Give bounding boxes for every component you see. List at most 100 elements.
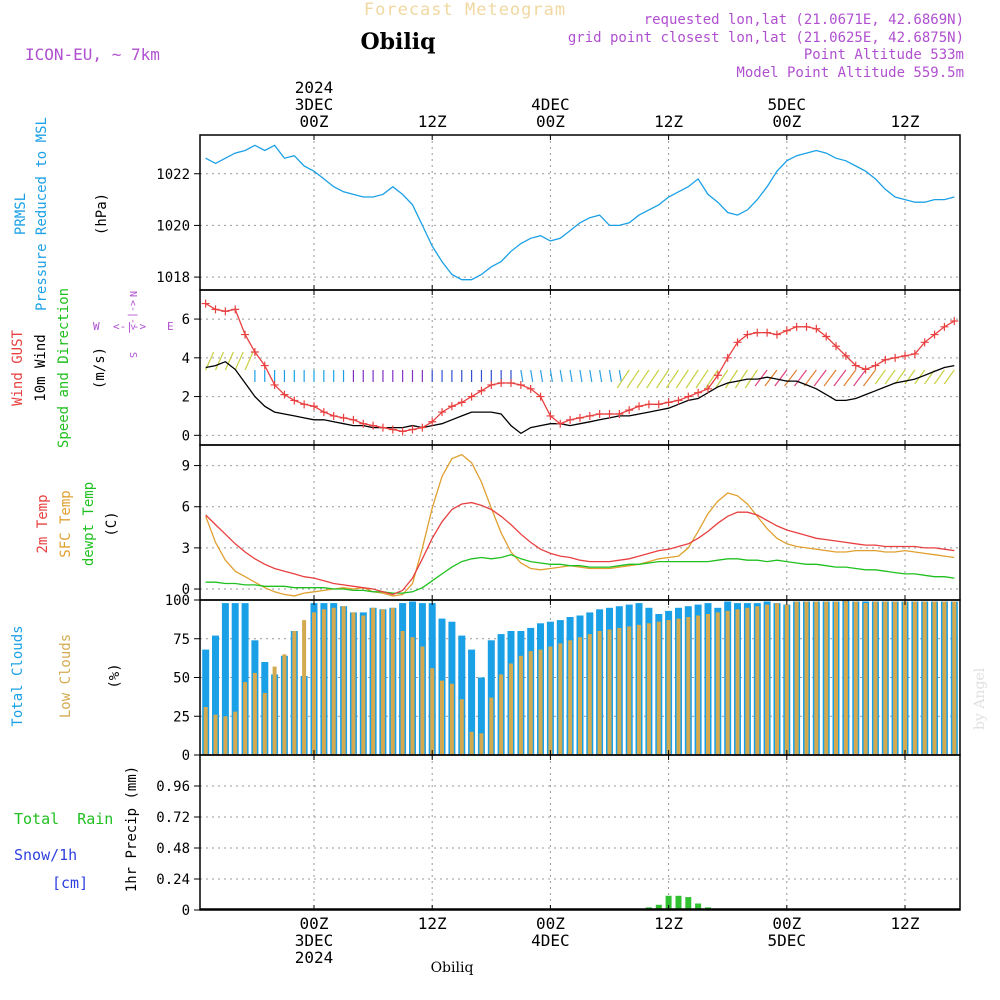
- rain-bar: [665, 895, 672, 910]
- low-clouds-bar: [331, 607, 336, 756]
- low-clouds-bar: [834, 601, 838, 755]
- dewpt-label: dewpt Temp: [81, 482, 97, 566]
- low-clouds-bar: [666, 620, 671, 755]
- total-clouds-bar: [241, 603, 249, 755]
- low-clouds-bar: [883, 601, 888, 755]
- low-clouds-bar: [765, 604, 770, 755]
- wind-arrow: [784, 369, 798, 387]
- wind-direction-arrows: [205, 351, 955, 389]
- low-clouds-bar: [459, 699, 464, 755]
- temp2m-line: [205, 501, 955, 596]
- pressure-msl-label: Pressure Reduced to MSL: [34, 117, 50, 311]
- wind-speed-dir-label: Speed and Direction: [56, 288, 72, 448]
- wind-arrow: [618, 369, 622, 383]
- time-label: 4DEC: [531, 95, 570, 114]
- total-clouds-bar: [231, 603, 239, 755]
- rain-bar: [685, 897, 692, 910]
- time-label: 5DEC: [768, 95, 807, 114]
- gust-marker: [349, 415, 358, 424]
- y-tick-label: 0.24: [156, 872, 190, 888]
- total-clouds-bar: [468, 649, 476, 755]
- low-clouds-bar: [745, 607, 750, 756]
- low-clouds-bar: [912, 601, 917, 755]
- gust-marker: [575, 413, 584, 422]
- low-clouds-bar: [223, 716, 228, 756]
- low-clouds-bar: [794, 601, 799, 755]
- gust-marker: [418, 423, 427, 432]
- wind-arrow: [715, 369, 729, 389]
- gust-marker: [526, 384, 535, 393]
- time-label: 12Z: [654, 914, 683, 933]
- low-clouds-bar: [863, 603, 868, 755]
- gust-marker: [329, 411, 338, 420]
- time-label: 5DEC: [768, 931, 807, 950]
- wind-y-axis: 0 2 4 6: [182, 312, 960, 444]
- gust-marker: [408, 425, 417, 434]
- low-clouds-bar: [272, 666, 277, 755]
- low-clouds-bar: [321, 609, 326, 755]
- low-clouds-bar: [676, 618, 681, 755]
- low-clouds-bar: [932, 601, 937, 755]
- wind-arrow: [579, 369, 583, 383]
- gust-marker: [654, 400, 663, 409]
- low-clouds-bar: [430, 668, 435, 755]
- low-clouds-bar: [725, 610, 730, 755]
- temp2m-label: 2m Temp: [35, 494, 51, 553]
- low-clouds-bar: [853, 601, 858, 755]
- low-clouds-bar: [262, 693, 267, 755]
- y-tick-label: 0.72: [156, 810, 190, 826]
- gust-marker: [822, 332, 831, 341]
- low-clouds-bar: [380, 609, 385, 755]
- snow-label: Snow/1h: [14, 846, 77, 864]
- gust-marker: [743, 330, 752, 339]
- y-tick-label: 3: [182, 541, 190, 557]
- wind-arrow: [589, 369, 593, 383]
- y-tick-label: 0: [182, 428, 190, 444]
- wind-arrow: [695, 369, 709, 389]
- point-altitude: Point Altitude 533m: [804, 47, 964, 63]
- gust-marker: [388, 425, 397, 434]
- gust-marker: [920, 338, 929, 347]
- gust-marker: [339, 413, 348, 422]
- gust-marker: [497, 379, 506, 387]
- gust-marker: [841, 351, 850, 360]
- low-clouds-bar: [587, 634, 592, 755]
- low-clouds-bar: [509, 663, 513, 755]
- wind-arrow: [794, 369, 807, 387]
- low-clouds-bar: [843, 600, 848, 755]
- low-clouds-bar: [775, 603, 779, 755]
- total-clouds-bar: [202, 649, 210, 755]
- wind-arrow: [539, 369, 544, 383]
- low-clouds-bar: [371, 607, 376, 756]
- gust-marker: [566, 415, 575, 424]
- gust-marker: [792, 322, 801, 331]
- y-tick-label: 1018: [156, 270, 190, 286]
- gust-marker: [891, 353, 900, 362]
- wind-arrow: [874, 369, 886, 385]
- time-label: 3DEC: [295, 95, 334, 114]
- gust-marker: [635, 402, 644, 411]
- prmsl-label: PRMSL: [13, 193, 29, 235]
- time-label: 00Z: [300, 914, 329, 933]
- low-clouds-bar: [440, 680, 444, 755]
- gust-marker: [241, 330, 250, 339]
- low-clouds-bar: [282, 654, 287, 756]
- y-tick-label: 100: [165, 593, 190, 609]
- total-clouds-bar: [221, 603, 229, 755]
- gust-marker: [231, 305, 240, 314]
- low-clouds-label: Low Clouds: [58, 634, 74, 718]
- total-clouds-bar: [477, 677, 485, 755]
- wind-arrow: [685, 369, 699, 389]
- low-clouds-bar: [686, 617, 691, 755]
- low-clouds-bar: [824, 601, 829, 755]
- gust-marker: [704, 384, 712, 393]
- y-tick-label: 0.96: [156, 779, 190, 795]
- gust-marker: [585, 411, 594, 420]
- gust-marker: [763, 328, 772, 337]
- gust-marker: [516, 380, 525, 389]
- low-clouds-bar: [804, 601, 809, 755]
- gust-marker: [910, 349, 919, 358]
- low-clouds-bar: [568, 640, 573, 755]
- low-clouds-bar: [410, 637, 415, 755]
